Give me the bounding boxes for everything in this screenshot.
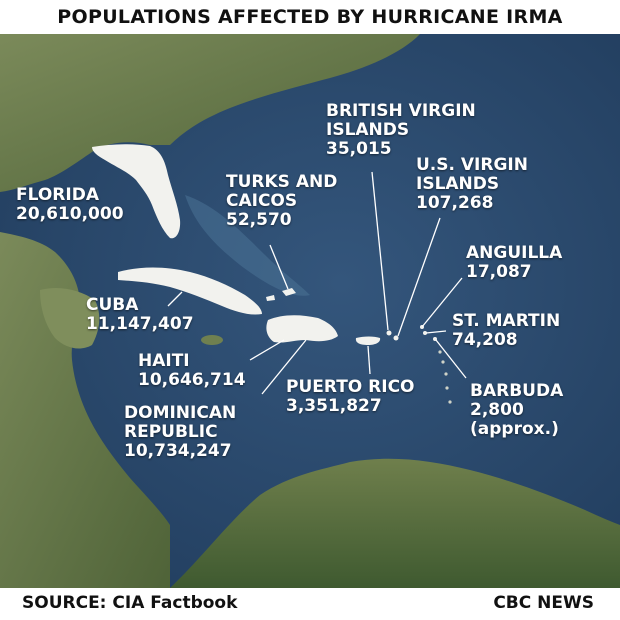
region-name: HAITI [138, 351, 190, 371]
cuba-shape [118, 267, 262, 315]
leader-lines [167, 171, 467, 395]
page-title: POPULATIONS AFFECTED BY HURRICANE IRMA [57, 6, 563, 28]
leader-bvi [371, 171, 389, 331]
leader-cuba [167, 291, 183, 307]
region-name: U.S. VIRGIN [416, 155, 528, 175]
north-america [0, 34, 420, 192]
region-population: 2,800 [470, 400, 524, 420]
label-cuba: CUBA 11,147,407 [86, 296, 194, 334]
yucatan [40, 288, 100, 349]
region-name-2: CAICOS [226, 191, 298, 211]
footer: SOURCE: CIA Factbook CBC NEWS [0, 588, 620, 620]
region-name-2: ISLANDS [416, 174, 500, 194]
lesser-antilles-2 [441, 360, 445, 364]
label-barbuda: BARBUDA 2,800 (approx.) [470, 382, 563, 439]
region-population: 35,015 [326, 139, 392, 159]
bahamas-banks [185, 195, 310, 296]
lesser-antilles-5 [448, 400, 452, 404]
region-name: FLORIDA [16, 185, 99, 205]
jamaica-shape [201, 335, 223, 345]
label-anguilla: ANGUILLA 17,087 [466, 244, 562, 282]
label-florida: FLORIDA 20,610,000 [16, 186, 124, 224]
turks-caicos-shape [282, 288, 296, 296]
leader-barbuda [435, 339, 467, 379]
puerto-rico-shape [355, 336, 381, 345]
region-name: ANGUILLA [466, 243, 563, 263]
brand-credit: CBC NEWS [493, 593, 594, 613]
region-name: CUBA [86, 295, 139, 315]
region-name-2: ISLANDS [326, 120, 410, 140]
caribbean-map [0, 34, 620, 588]
region-population: 17,087 [466, 262, 532, 282]
label-st-martin: ST. MARTIN 74,208 [452, 312, 560, 350]
region-name: DOMINICAN [124, 403, 237, 423]
hispaniola-shape [266, 315, 338, 343]
lesser-antilles-4 [445, 386, 449, 390]
region-name: PUERTO RICO [286, 377, 415, 397]
st-martin-shape [423, 331, 427, 335]
region-name-2: REPUBLIC [124, 422, 218, 442]
leader-puerto-rico [367, 345, 371, 375]
south-america [170, 458, 620, 588]
turks-caicos-shape-2 [266, 295, 275, 301]
florida-shape [92, 144, 181, 239]
region-population: 3,351,827 [286, 396, 382, 416]
region-name: BRITISH VIRGIN [326, 101, 476, 121]
lesser-antilles-1 [438, 350, 442, 354]
leader-st-martin [425, 330, 447, 334]
label-haiti: HAITI 10,646,714 [138, 352, 246, 390]
leader-dominican-republic [261, 339, 307, 395]
leader-usvi [397, 217, 441, 337]
leader-haiti [249, 339, 285, 361]
region-name: BARBUDA [470, 381, 564, 401]
lesser-antilles-3 [444, 372, 448, 376]
bvi-shape [386, 330, 392, 336]
label-british-virgin-islands: BRITISH VIRGIN ISLANDS 35,015 [326, 102, 476, 159]
central-america [0, 232, 170, 588]
region-population: 10,734,247 [124, 441, 232, 461]
label-dominican-republic: DOMINICAN REPUBLIC 10,734,247 [124, 404, 236, 461]
region-population: 74,208 [452, 330, 518, 350]
leader-turks-caicos [269, 244, 289, 290]
region-population: 107,268 [416, 193, 494, 213]
map-svg [0, 34, 620, 588]
label-us-virgin-islands: U.S. VIRGIN ISLANDS 107,268 [416, 156, 528, 213]
source-credit: SOURCE: CIA Factbook [22, 593, 238, 613]
label-turks-caicos: TURKS AND CAICOS 52,570 [226, 173, 337, 230]
region-population: 10,646,714 [138, 370, 246, 390]
region-note: (approx.) [470, 419, 559, 439]
region-population: 11,147,407 [86, 314, 194, 334]
region-name: TURKS AND [226, 172, 338, 192]
label-puerto-rico: PUERTO RICO 3,351,827 [286, 378, 415, 416]
leader-anguilla [421, 277, 463, 328]
region-population: 20,610,000 [16, 204, 124, 224]
region-population: 52,570 [226, 210, 292, 230]
region-name: ST. MARTIN [452, 311, 561, 331]
usvi-shape [393, 335, 399, 341]
